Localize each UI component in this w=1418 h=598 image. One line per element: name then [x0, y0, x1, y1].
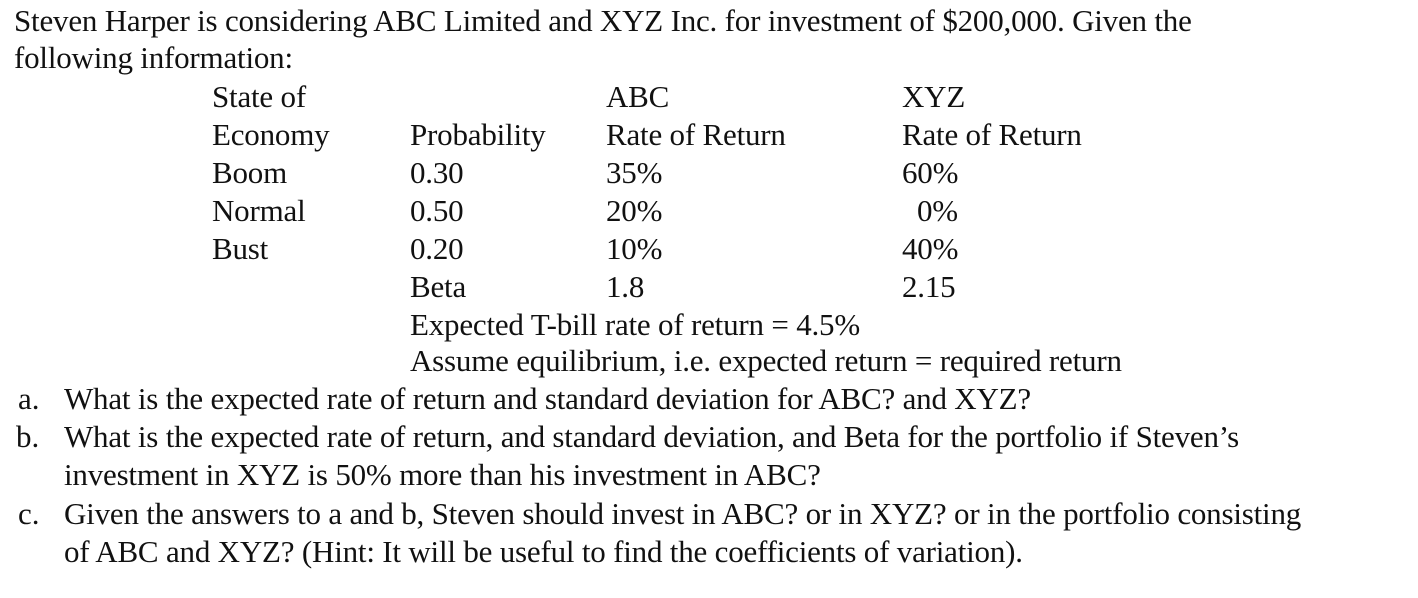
- header-probability: Probability: [410, 117, 546, 152]
- row-state: Bust: [212, 231, 269, 266]
- header-state-line1: State of: [212, 79, 306, 114]
- beta-abc: 1.8: [606, 269, 645, 304]
- row-state: Normal: [212, 193, 306, 228]
- header-abc-line1: ABC: [606, 79, 670, 114]
- beta-xyz: 2.15: [902, 269, 956, 304]
- header-state-line2: Economy: [212, 117, 330, 152]
- header-xyz-line2: Rate of Return: [902, 117, 1082, 152]
- header-xyz-line1: XYZ: [902, 79, 966, 114]
- question-a-text: What is the expected rate of return and …: [64, 381, 1031, 416]
- row-xyz-return: 0%: [917, 193, 958, 228]
- intro-line-2: following information:: [14, 40, 293, 75]
- row-state: Boom: [212, 155, 287, 190]
- row-probability: 0.20: [410, 231, 464, 266]
- header-abc-line2: Rate of Return: [606, 117, 786, 152]
- intro-line-1: Steven Harper is considering ABC Limited…: [14, 3, 1192, 38]
- equilibrium-note: Assume equilibrium, i.e. expected return…: [410, 343, 1122, 378]
- tbill-note: Expected T-bill rate of return = 4.5%: [410, 307, 860, 342]
- question-b-marker: b.: [16, 419, 40, 454]
- question-c-marker: c.: [18, 496, 40, 531]
- row-abc-return: 10%: [606, 231, 663, 266]
- question-b-text-line2: investment in XYZ is 50% more than his i…: [64, 457, 821, 492]
- question-c-text-line1: Given the answers to a and b, Steven sho…: [64, 496, 1302, 531]
- question-b-text-line1: What is the expected rate of return, and…: [64, 419, 1240, 454]
- row-abc-return: 35%: [606, 155, 663, 190]
- row-xyz-return: 60%: [902, 155, 959, 190]
- question-c-text-line2: of ABC and XYZ? (Hint: It will be useful…: [64, 534, 1023, 569]
- row-probability: 0.50: [410, 193, 464, 228]
- row-probability: 0.30: [410, 155, 464, 190]
- row-abc-return: 20%: [606, 193, 663, 228]
- beta-label: Beta: [410, 269, 467, 304]
- row-xyz-return: 40%: [902, 231, 959, 266]
- question-a-marker: a.: [18, 381, 40, 416]
